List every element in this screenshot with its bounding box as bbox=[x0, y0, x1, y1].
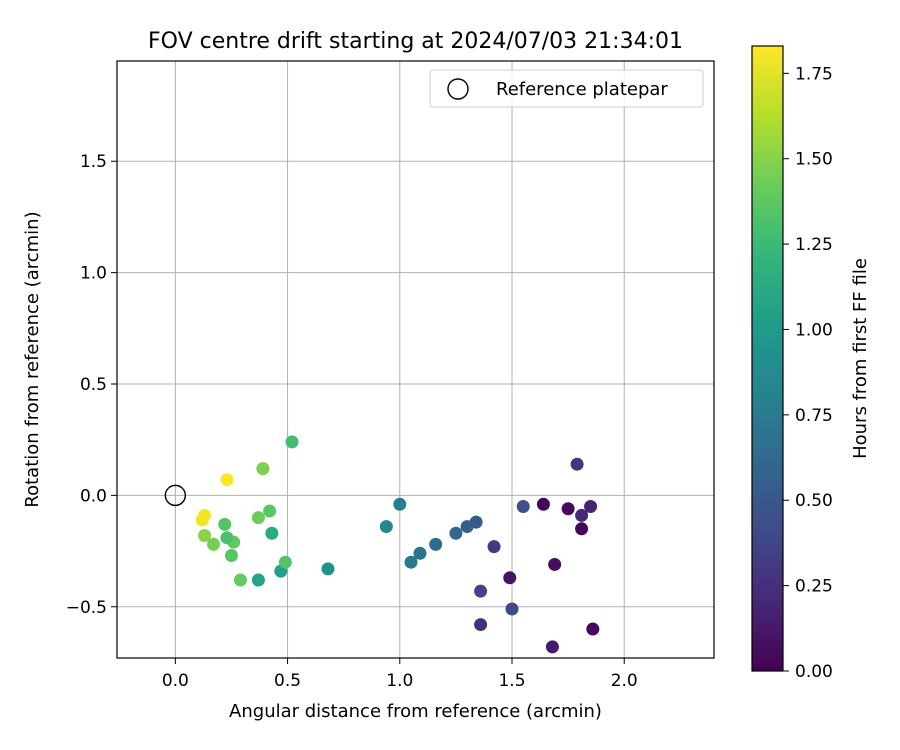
data-point bbox=[265, 526, 279, 540]
x-tick-label: 0.5 bbox=[274, 671, 301, 691]
data-point bbox=[570, 457, 584, 471]
colorbar-tick-label: 1.00 bbox=[795, 320, 833, 340]
chart-title: FOV centre drift starting at 2024/07/03 … bbox=[148, 29, 683, 54]
data-point bbox=[207, 537, 221, 551]
data-point bbox=[198, 528, 212, 542]
data-point bbox=[586, 622, 600, 636]
legend: Reference platepar bbox=[429, 69, 704, 108]
colorbar-gradient bbox=[752, 46, 783, 671]
y-tick-label: 0.5 bbox=[80, 375, 107, 395]
data-point bbox=[548, 557, 562, 571]
data-point bbox=[584, 500, 598, 514]
colorbar-tick-label: 1.75 bbox=[795, 64, 833, 84]
reference-marker-layer bbox=[164, 484, 187, 507]
data-point bbox=[575, 508, 589, 522]
colorbar-tick-label: 0.25 bbox=[795, 577, 833, 597]
x-tick-label: 2.0 bbox=[611, 671, 638, 691]
data-point bbox=[575, 522, 589, 536]
colorbar-tick-label: 0.00 bbox=[795, 662, 833, 682]
data-point bbox=[321, 562, 335, 576]
x-tick-label: 0.0 bbox=[162, 671, 189, 691]
data-point bbox=[198, 508, 212, 522]
colorbar-label: Hours from first FF file bbox=[850, 258, 871, 459]
data-point bbox=[460, 520, 474, 534]
colorbar-frame bbox=[751, 45, 784, 672]
y-axis-ticks: −0.5 0.0 0.5 1.0 1.5 bbox=[66, 152, 117, 618]
data-point bbox=[256, 462, 270, 476]
colorbar-tick-label: 1.25 bbox=[795, 235, 833, 255]
data-point bbox=[218, 517, 232, 531]
legend-label-reference-platepar: Reference platepar bbox=[496, 79, 668, 100]
reference-platepar-marker bbox=[164, 484, 187, 507]
x-tick-label: 1.0 bbox=[386, 671, 413, 691]
data-point bbox=[224, 549, 238, 563]
data-point bbox=[505, 602, 519, 616]
data-point bbox=[285, 435, 299, 449]
data-point bbox=[474, 618, 488, 632]
data-point bbox=[429, 537, 443, 551]
data-point bbox=[487, 540, 501, 554]
x-axis-ticks: 0.0 0.5 1.0 1.5 2.0 bbox=[162, 658, 638, 691]
data-point bbox=[379, 520, 393, 534]
data-point bbox=[233, 573, 247, 587]
colorbar-tick-label: 0.50 bbox=[795, 491, 833, 511]
data-point bbox=[220, 531, 234, 545]
data-point bbox=[393, 497, 407, 511]
y-tick-label: 1.0 bbox=[80, 264, 107, 284]
data-point bbox=[278, 555, 292, 569]
data-point bbox=[413, 546, 427, 560]
legend-marker-open-circle bbox=[447, 78, 469, 100]
colorbar: 0.00 0.25 0.50 0.75 1.00 1.25 1.50 1.75 Hours f… bbox=[751, 45, 871, 682]
data-point bbox=[263, 504, 277, 518]
y-tick-label: 1.5 bbox=[80, 152, 107, 172]
data-point bbox=[545, 640, 559, 654]
x-axis-label: Angular distance from reference (arcmin) bbox=[229, 701, 602, 722]
data-point bbox=[516, 500, 530, 514]
x-tick-label: 1.5 bbox=[498, 671, 525, 691]
colorbar-ticks: 0.00 0.25 0.50 0.75 1.00 1.25 1.50 1.75 bbox=[783, 64, 833, 682]
data-point bbox=[449, 526, 463, 540]
data-points bbox=[195, 435, 600, 654]
colorbar-tick-label: 1.50 bbox=[795, 150, 833, 170]
y-axis-label: Rotation from reference (arcmin) bbox=[22, 211, 43, 507]
data-point bbox=[536, 497, 550, 511]
data-point bbox=[474, 584, 488, 598]
legend-box bbox=[429, 69, 704, 108]
data-point bbox=[404, 555, 418, 569]
data-point bbox=[251, 511, 265, 525]
y-tick-label: −0.5 bbox=[66, 598, 107, 618]
colorbar-tick-label: 0.75 bbox=[795, 406, 833, 426]
plot-frame bbox=[116, 60, 715, 659]
y-tick-label: 0.0 bbox=[80, 486, 107, 506]
data-point bbox=[561, 502, 575, 516]
data-point bbox=[251, 573, 265, 587]
data-point bbox=[220, 473, 234, 487]
grid bbox=[117, 61, 714, 658]
data-point bbox=[503, 571, 517, 585]
